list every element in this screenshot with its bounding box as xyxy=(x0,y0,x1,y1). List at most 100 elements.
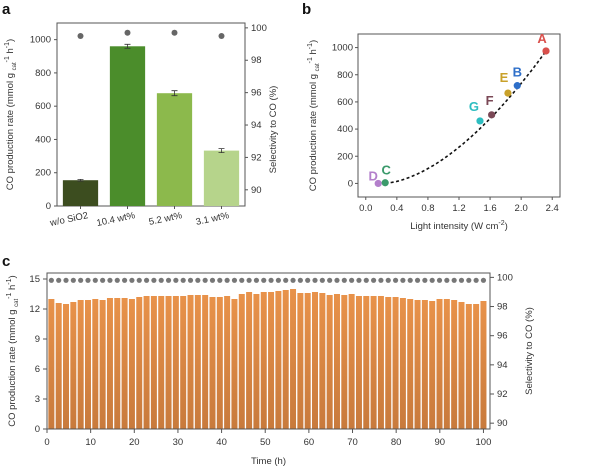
selectivity-point xyxy=(171,29,178,36)
selectivity-point xyxy=(290,277,296,283)
x-tick-label: 20 xyxy=(129,437,140,448)
x-tick-label: 1.6 xyxy=(483,203,496,214)
x-tick-label: 1.2 xyxy=(452,203,465,214)
bar xyxy=(203,150,240,206)
x-tick-label: 2.4 xyxy=(546,203,559,214)
y2-axis-label: Selectivity to CO (%) xyxy=(524,307,535,395)
selectivity-point xyxy=(480,277,487,283)
selectivity-point xyxy=(363,277,369,283)
selectivity-point xyxy=(400,277,406,283)
x-tick-label: 30 xyxy=(173,437,184,448)
x-tick-label: 40 xyxy=(216,437,227,448)
x-tick-label: 10 xyxy=(85,437,96,448)
point-label: A xyxy=(537,31,547,46)
error-bar xyxy=(171,90,178,97)
selectivity-point xyxy=(473,277,479,283)
selectivity-point xyxy=(253,277,260,283)
selectivity-point xyxy=(114,277,120,283)
bar xyxy=(48,299,55,429)
bar xyxy=(165,296,172,429)
data-point xyxy=(542,47,550,55)
selectivity-point xyxy=(136,277,142,283)
fit-curve xyxy=(385,51,546,185)
point-label: D xyxy=(369,168,378,183)
bar xyxy=(209,297,216,429)
bar xyxy=(92,299,99,429)
selectivity-point xyxy=(56,277,62,283)
bar xyxy=(451,300,458,429)
bar xyxy=(158,296,165,429)
selectivity-point xyxy=(85,277,91,283)
x-axis-label-b: Light intensity (W cm-2) xyxy=(410,220,508,232)
bar xyxy=(319,293,326,429)
bar xyxy=(246,292,253,429)
bar xyxy=(55,303,62,429)
y-tick-label: 800 xyxy=(337,70,353,81)
x-axis-label: Time (h) xyxy=(251,456,286,467)
selectivity-point xyxy=(100,277,106,283)
data-point xyxy=(488,111,496,119)
y-tick-label: 0 xyxy=(46,201,51,212)
bar xyxy=(355,296,362,429)
y-tick-label: 6 xyxy=(35,364,40,375)
x-tick-label: 60 xyxy=(304,437,315,448)
y-tick-label: 1000 xyxy=(30,35,51,46)
x-tick-label: 0 xyxy=(44,437,49,448)
plot-frame xyxy=(46,272,491,430)
x-tick-label: 0.4 xyxy=(390,203,403,214)
chart-b: 0.0 0.4 0.8 1.2 1.6 2.0 2.4 0 200 400 600 800 1000 A B… xyxy=(332,31,561,214)
selectivity-point xyxy=(312,277,318,283)
selectivity-point xyxy=(327,277,333,283)
selectivity-point xyxy=(356,277,362,283)
selectivity-point xyxy=(78,277,84,283)
y-tick-label: 9 xyxy=(35,334,40,345)
x-tick-label: 0.8 xyxy=(421,203,434,214)
y-tick-label: 200 xyxy=(337,151,353,162)
chart-c: 0 10 20 30 40 50 60 70 80 90 100 0 3 6 9 12 15 90 92 94 96 98… xyxy=(29,272,535,467)
bar xyxy=(156,93,193,206)
selectivity-point xyxy=(444,277,450,283)
selectivity-point xyxy=(268,277,274,283)
bar xyxy=(268,292,275,429)
selectivity-point xyxy=(341,277,347,283)
selectivity-point xyxy=(151,277,157,283)
x-tick-label: 5.2 wt% xyxy=(148,210,184,228)
error-bar xyxy=(124,43,131,49)
bar xyxy=(224,296,231,429)
selectivity-point xyxy=(158,277,164,283)
bar xyxy=(187,295,194,429)
x-tick-label: 90 xyxy=(435,437,446,448)
bar xyxy=(377,296,384,429)
bar xyxy=(109,46,146,206)
selectivity-point xyxy=(129,277,135,283)
selectivity-point xyxy=(218,32,225,39)
panel-label-a: a xyxy=(2,1,11,18)
y2-tick-label: 90 xyxy=(497,418,508,429)
point-label: G xyxy=(469,99,479,114)
selectivity-point xyxy=(407,277,413,283)
selectivity-point xyxy=(422,277,428,283)
bar xyxy=(348,294,355,429)
x-tick-label: 80 xyxy=(391,437,402,448)
selectivity-point xyxy=(275,277,281,283)
y-tick-label: 3 xyxy=(35,394,40,405)
bar xyxy=(304,293,311,429)
y-tick-label: 400 xyxy=(35,134,51,145)
bar xyxy=(399,298,406,429)
selectivity-point xyxy=(297,277,303,283)
bar xyxy=(392,297,399,429)
point-label: B xyxy=(513,65,522,80)
selectivity-point xyxy=(209,277,216,283)
y2-tick-label: 90 xyxy=(251,185,262,196)
y-axis-label-b: CO production rate (mmol g cat-1 h-1) xyxy=(307,40,321,191)
bar xyxy=(106,298,113,429)
y2-tick-label: 96 xyxy=(497,331,508,342)
bar xyxy=(238,294,245,429)
selectivity-point xyxy=(70,277,76,283)
selectivity-point xyxy=(202,277,208,283)
x-tick-label: 2.0 xyxy=(515,203,528,214)
selectivity-point xyxy=(173,277,179,283)
y-tick-label: 12 xyxy=(29,304,40,315)
selectivity-point xyxy=(239,277,245,283)
selectivity-point xyxy=(63,277,69,283)
